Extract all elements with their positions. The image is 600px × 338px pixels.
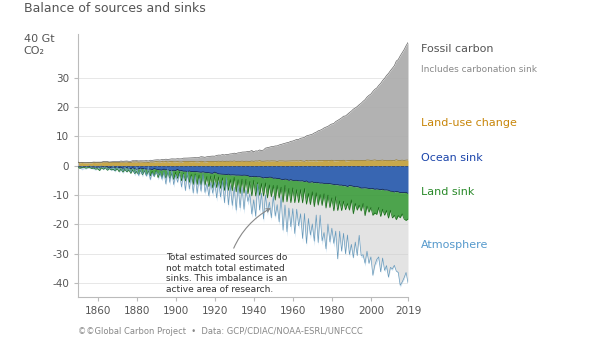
- Text: Includes carbonation sink: Includes carbonation sink: [421, 66, 537, 74]
- Text: Land-use change: Land-use change: [421, 118, 517, 128]
- Text: Fossil carbon: Fossil carbon: [421, 44, 494, 54]
- Text: Atmosphere: Atmosphere: [421, 240, 488, 250]
- Text: Balance of sources and sinks: Balance of sources and sinks: [23, 2, 205, 15]
- Text: Ocean sink: Ocean sink: [421, 153, 483, 163]
- Text: ©©Global Carbon Project  •  Data: GCP/CDIAC/NOAA-ESRL/UNFCCC: ©©Global Carbon Project • Data: GCP/CDIA…: [78, 327, 363, 336]
- Text: 40 Gt
CO₂: 40 Gt CO₂: [23, 34, 54, 56]
- Text: Total estimated sources do
not match total estimated
sinks. This imbalance is an: Total estimated sources do not match tot…: [166, 209, 287, 294]
- Text: Land sink: Land sink: [421, 187, 475, 197]
